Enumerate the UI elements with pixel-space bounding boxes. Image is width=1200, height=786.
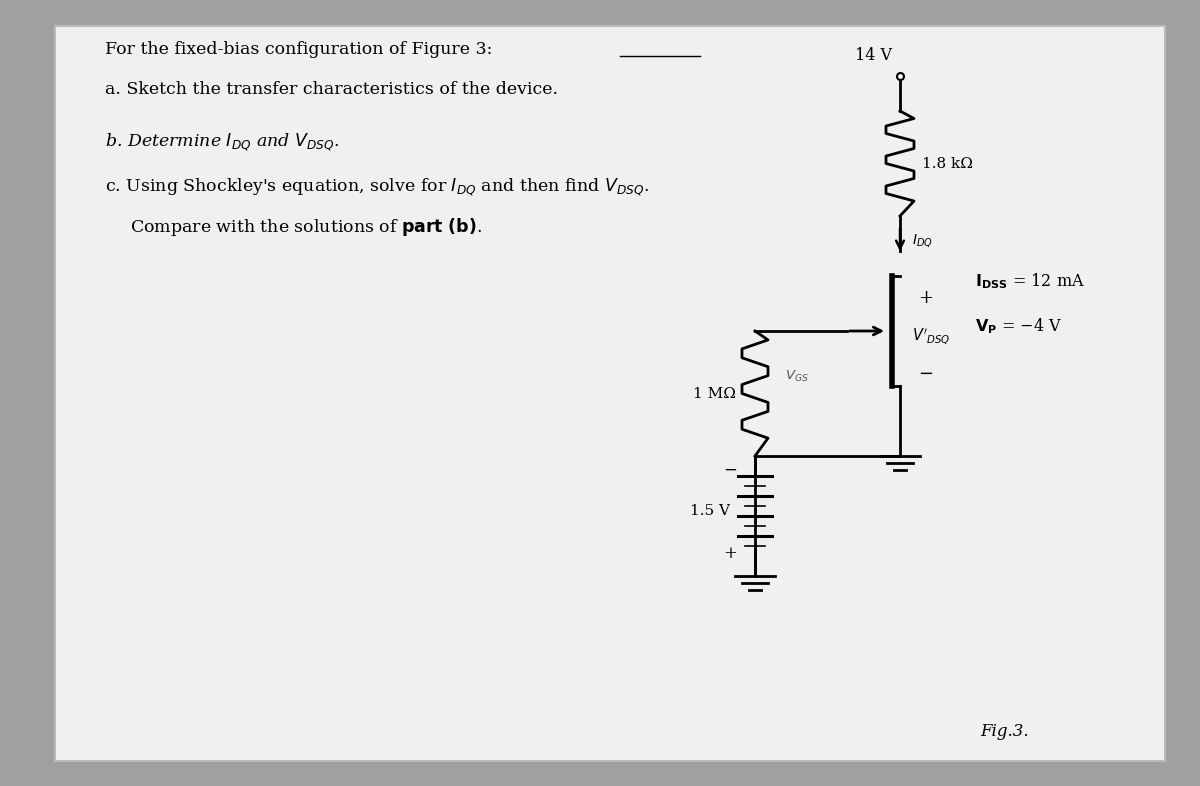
Text: 1 MΩ: 1 MΩ	[694, 387, 736, 401]
Text: 1.8 kΩ: 1.8 kΩ	[922, 156, 973, 171]
Text: $V'_{DSQ}$: $V'_{DSQ}$	[912, 326, 950, 346]
Text: Fig.3.: Fig.3.	[980, 722, 1028, 740]
Text: $\mathbf{I_{DSS}}$ = 12 mA: $\mathbf{I_{DSS}}$ = 12 mA	[974, 271, 1085, 291]
Text: 14 V: 14 V	[856, 47, 892, 64]
Text: For the fixed-bias configuration of Figure 3:: For the fixed-bias configuration of Figu…	[106, 41, 492, 58]
Text: c. Using Shockley's equation, solve for $I_{DQ}$ and then find $V_{DSQ}$.: c. Using Shockley's equation, solve for …	[106, 176, 649, 197]
Text: b. Determine $I_{DQ}$ and $V_{DSQ}$.: b. Determine $I_{DQ}$ and $V_{DSQ}$.	[106, 131, 340, 152]
Text: $\mathbf{V_P}$ = $-$4 V: $\mathbf{V_P}$ = $-$4 V	[974, 316, 1062, 336]
Text: −: −	[722, 461, 737, 479]
Text: $I_{DQ}$: $I_{DQ}$	[912, 232, 932, 248]
FancyBboxPatch shape	[55, 26, 1165, 761]
Text: $V_{GS}$: $V_{GS}$	[785, 369, 809, 384]
Text: +: +	[918, 289, 934, 307]
Text: Compare with the solutions of $\mathbf{part\ (b)}$.: Compare with the solutions of $\mathbf{p…	[130, 216, 482, 238]
Text: 1.5 V: 1.5 V	[690, 504, 730, 518]
Text: +: +	[722, 545, 737, 563]
Text: −: −	[918, 365, 934, 383]
Text: a. Sketch the transfer characteristics of the device.: a. Sketch the transfer characteristics o…	[106, 81, 558, 98]
